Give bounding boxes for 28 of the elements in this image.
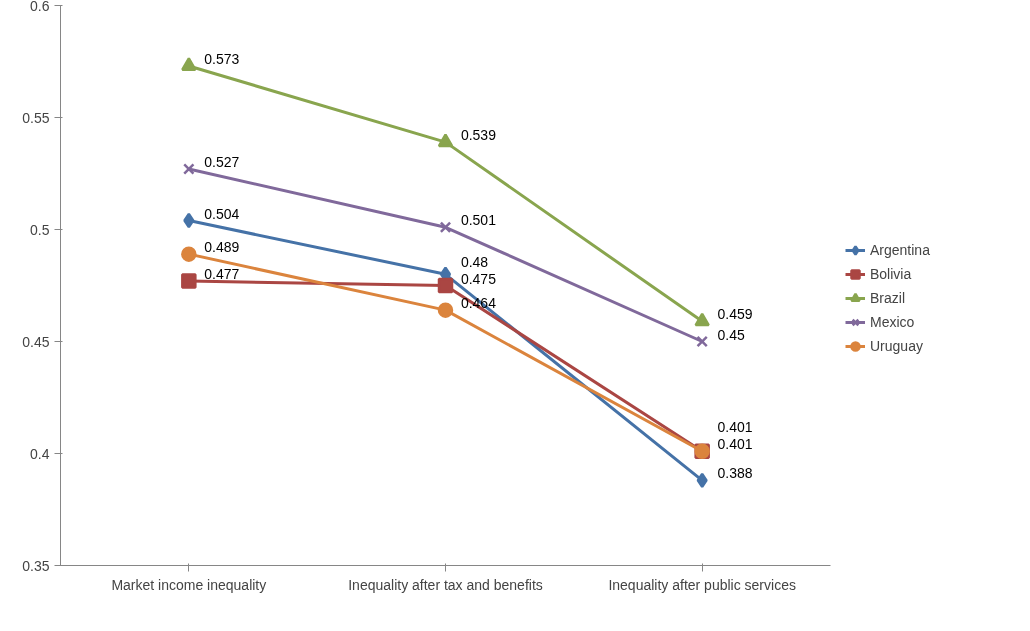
data-label: 0.504 — [204, 205, 240, 222]
data-label: 0.388 — [717, 465, 753, 482]
data-label: 0.475 — [460, 270, 497, 287]
data-label: 0.539 — [460, 127, 497, 144]
legend-label: Mexico — [870, 313, 915, 330]
legend-label: Uruguay — [870, 337, 923, 354]
data-label: 0.573 — [204, 50, 240, 67]
data-label: 0.45 — [717, 326, 746, 343]
data-label: 0.459 — [717, 306, 753, 323]
y-tick-label: 0.6 — [30, 0, 50, 14]
y-tick-label: 0.55 — [22, 109, 50, 126]
data-label: 0.401 — [717, 419, 753, 436]
legend-label: Bolivia — [870, 265, 912, 282]
data-label: 0.477 — [204, 266, 240, 283]
x-tick-label: Market income inequality — [111, 576, 267, 593]
data-label: 0.489 — [204, 239, 240, 256]
x-tick-label: Inequality after tax and benefits — [348, 576, 543, 593]
legend-label: Brazil — [870, 289, 906, 306]
data-label: 0.527 — [204, 154, 240, 171]
x-tick-label: Inequality after public services — [608, 576, 796, 593]
data-label: 0.401 — [717, 436, 753, 453]
legend-label: Argentina — [870, 241, 930, 258]
y-tick-label: 0.5 — [30, 221, 50, 238]
y-tick-label: 0.4 — [30, 445, 50, 462]
y-tick-label: 0.45 — [22, 333, 50, 350]
data-label: 0.48 — [460, 253, 489, 270]
y-tick-label: 0.35 — [22, 557, 50, 574]
data-label: 0.501 — [460, 212, 497, 229]
